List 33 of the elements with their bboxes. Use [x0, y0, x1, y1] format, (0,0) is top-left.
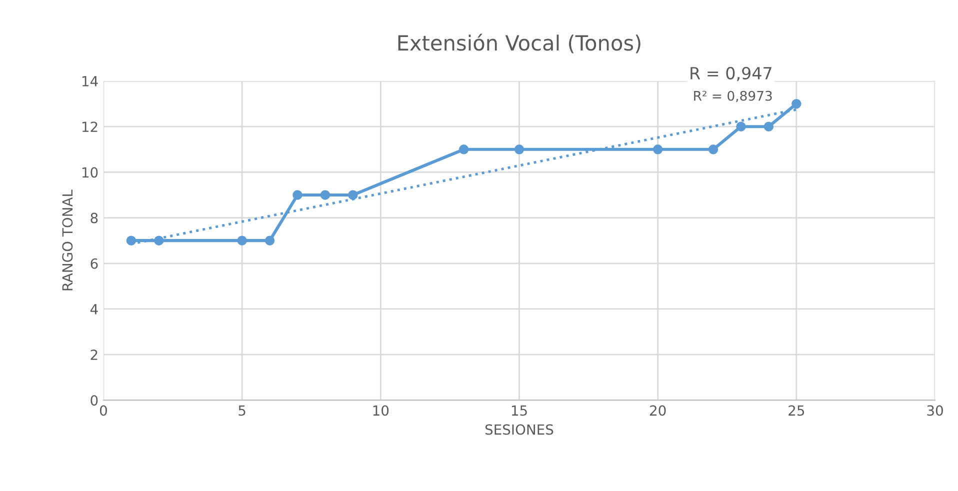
- point: [514, 144, 524, 154]
- point: [652, 144, 663, 154]
- y-axis-title: RANGO TONAL: [62, 190, 73, 290]
- point: [736, 122, 746, 132]
- y-tick-label: 14: [82, 76, 98, 86]
- point: [708, 144, 718, 154]
- point: [320, 190, 330, 200]
- annotation: R = 0,947: [690, 66, 772, 82]
- y-tick-label: 2: [90, 350, 98, 360]
- point: [792, 98, 802, 109]
- x-tick-label: 25: [788, 405, 804, 416]
- annotation: R² = 0,8973: [694, 90, 772, 102]
- chart-title: Extensión Vocal (Tonos): [398, 34, 640, 54]
- x-tick-label: 10: [373, 405, 389, 416]
- x-tick-label: 20: [650, 405, 666, 416]
- y-tick-label: 6: [90, 258, 98, 269]
- point: [292, 190, 302, 200]
- point: [764, 122, 774, 132]
- y-tick-label: 0: [90, 395, 98, 406]
- x-tick-label: 5: [238, 405, 246, 416]
- point: [126, 236, 136, 246]
- x-tick-label: 30: [927, 405, 943, 416]
- point: [264, 236, 275, 246]
- point: [237, 236, 247, 246]
- x-tick-label: 15: [512, 405, 527, 416]
- y-tick-label: 10: [82, 167, 98, 178]
- point: [458, 144, 469, 154]
- y-tick-label: 12: [82, 122, 98, 132]
- point: [348, 190, 358, 200]
- x-tick-label: 0: [100, 405, 107, 416]
- y-tick-label: 4: [90, 304, 98, 314]
- y-tick-label: 8: [90, 212, 98, 224]
- x-axis-title: SESIONES: [485, 424, 554, 435]
